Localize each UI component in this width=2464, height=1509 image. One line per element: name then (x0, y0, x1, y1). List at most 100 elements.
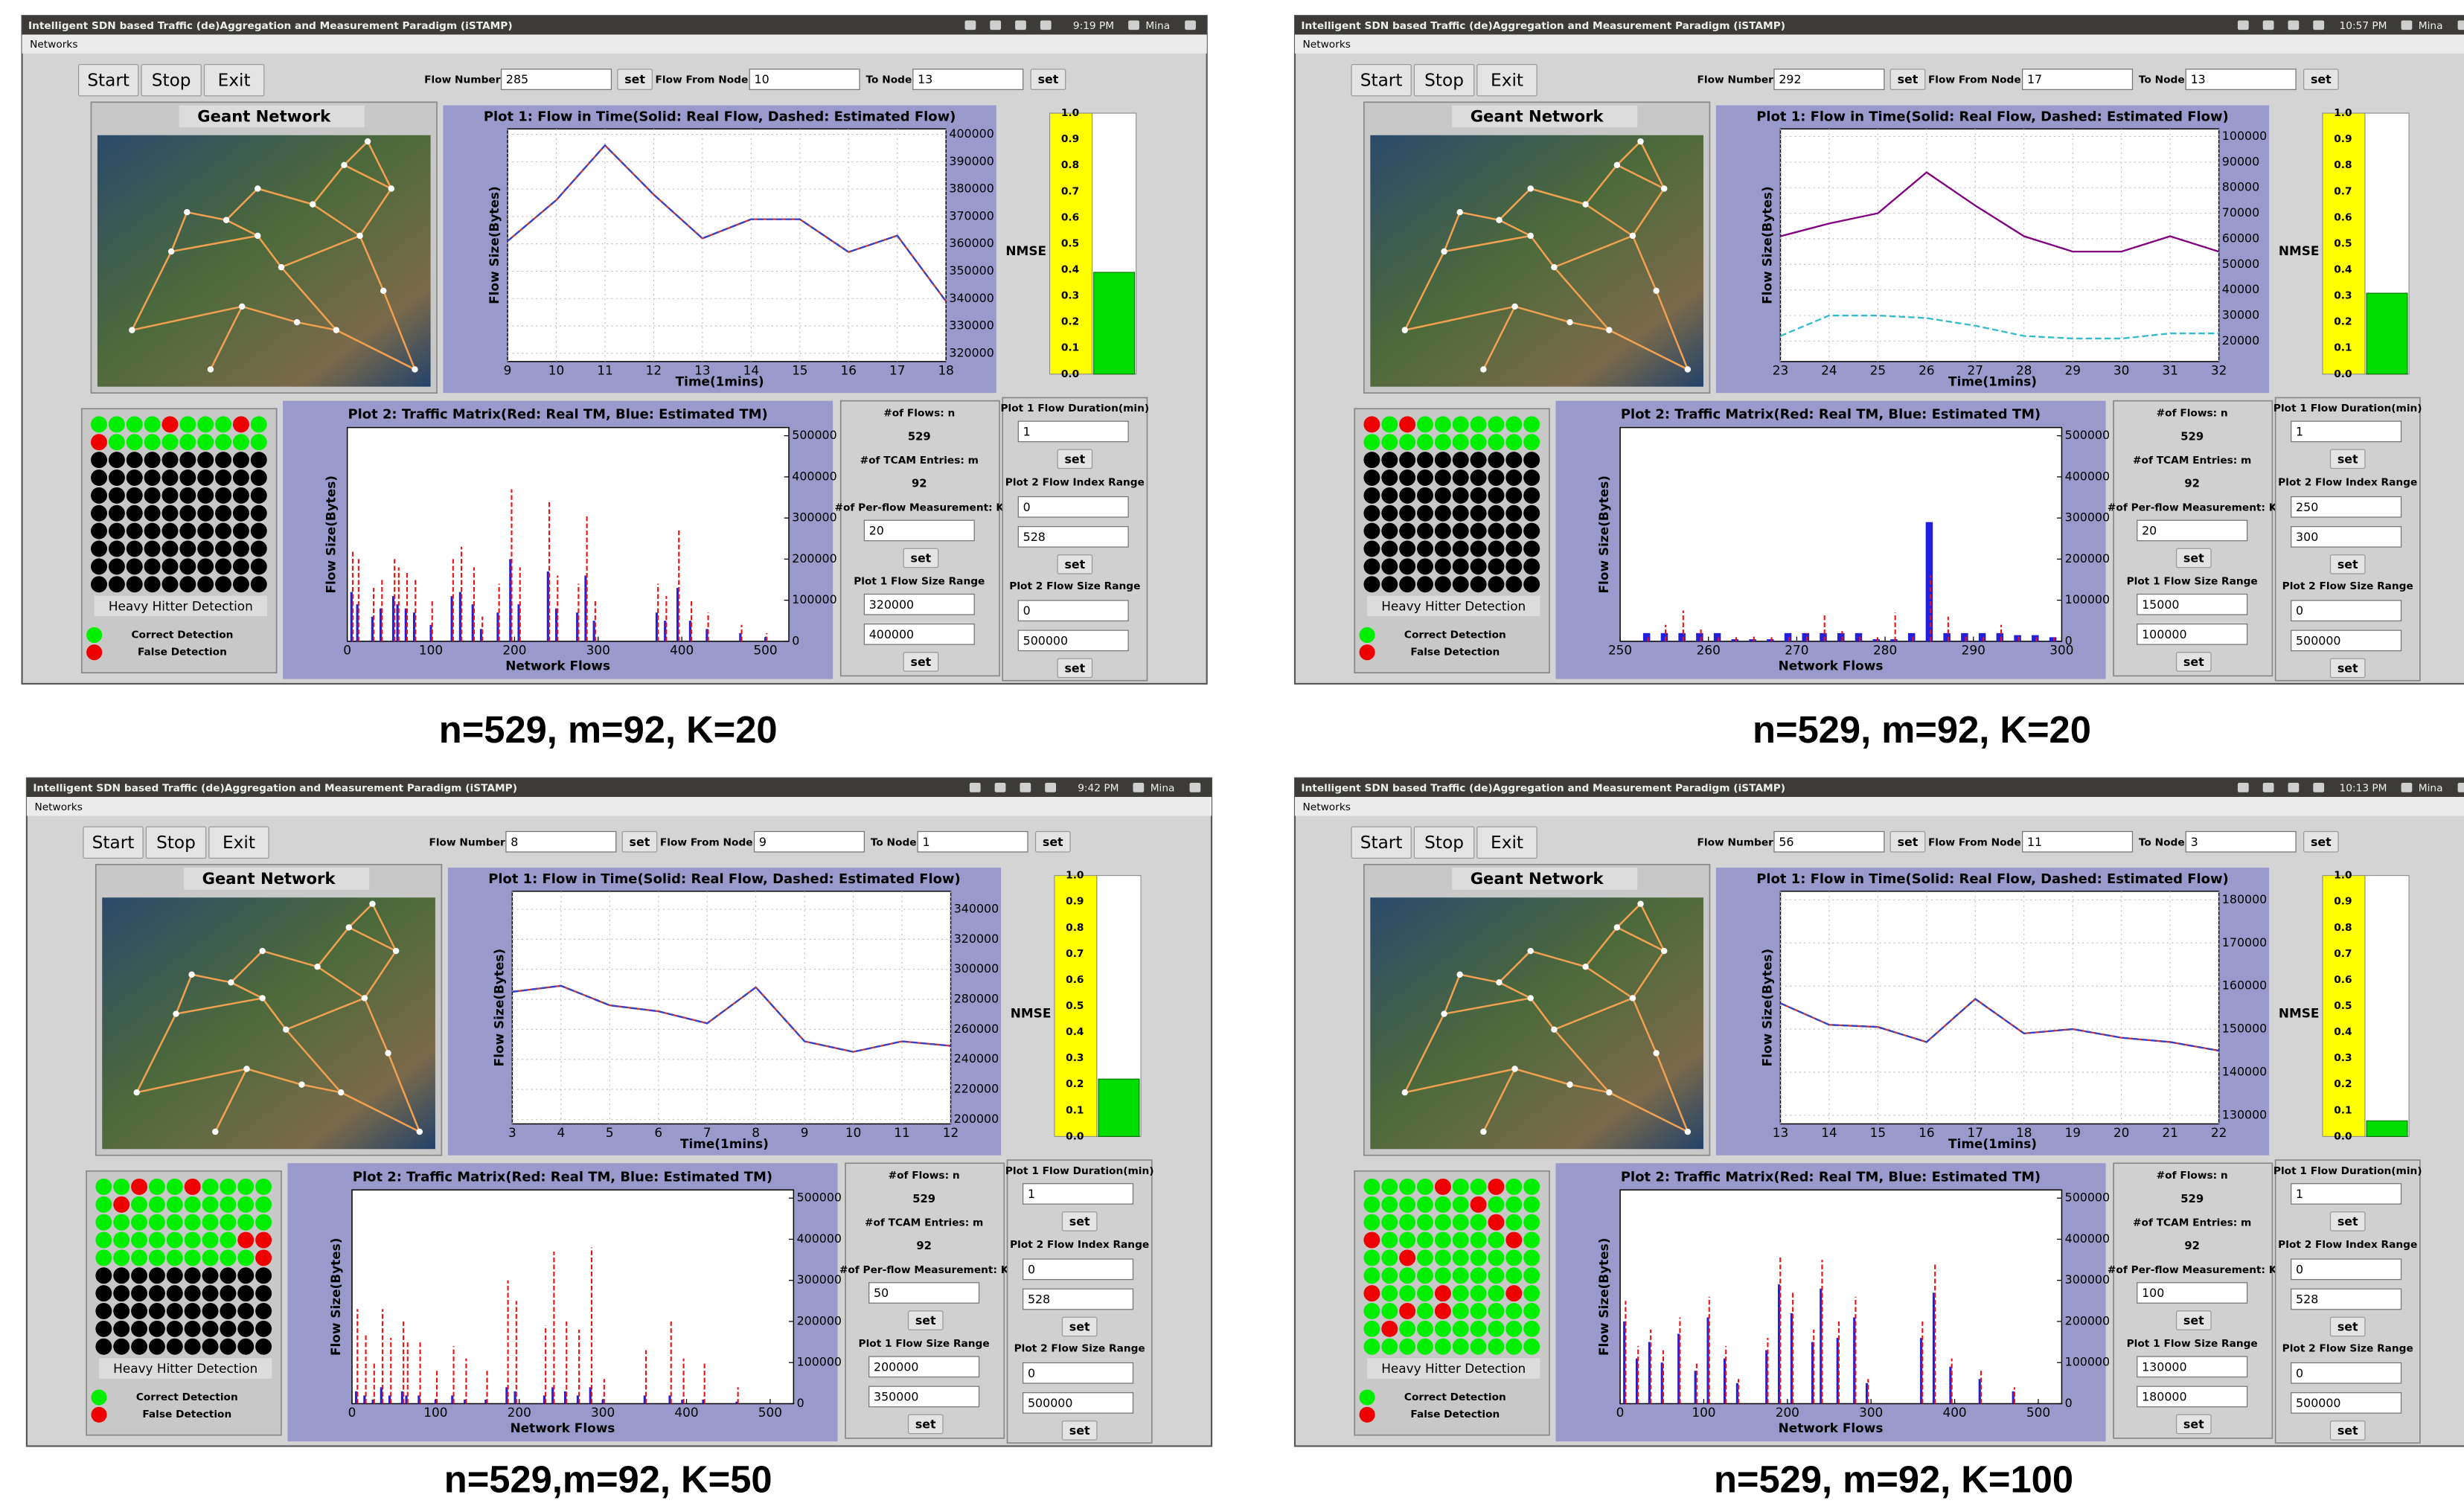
detection-dot (1488, 558, 1504, 574)
text-input[interactable]: 0 (2291, 1259, 2401, 1279)
button[interactable]: set (2331, 449, 2365, 468)
text-input[interactable]: 528 (1023, 1289, 1133, 1309)
text-input[interactable]: 500000 (1023, 1393, 1133, 1413)
button[interactable]: set (1890, 69, 1924, 89)
button[interactable]: set (2177, 548, 2211, 567)
text-input[interactable]: 320000 (864, 595, 974, 615)
button[interactable]: Start (83, 827, 143, 858)
button[interactable]: set (1057, 449, 1092, 468)
button[interactable]: Stop (1414, 65, 1473, 96)
detection-dot (1381, 505, 1398, 522)
button[interactable]: Exit (1477, 65, 1537, 96)
text-input[interactable]: 0 (1023, 1259, 1133, 1279)
detection-dot (131, 1179, 147, 1195)
menu-item[interactable]: Networks (30, 39, 77, 51)
text-input[interactable]: 300 (2291, 527, 2401, 547)
text-input[interactable]: 8 (506, 832, 616, 852)
text-input[interactable]: 15000 (2137, 595, 2247, 615)
text-input[interactable]: 500000 (1018, 630, 1128, 650)
text-input[interactable]: 1 (2291, 1184, 2401, 1204)
text-input[interactable]: 350000 (869, 1386, 979, 1406)
button[interactable]: set (2177, 1311, 2211, 1330)
button[interactable]: Exit (1477, 827, 1537, 858)
button-label: set (2183, 1313, 2204, 1327)
button[interactable]: Stop (141, 65, 201, 96)
text-input[interactable]: 0 (1023, 1363, 1133, 1383)
text-input[interactable]: 13 (913, 69, 1023, 89)
text-input[interactable]: 1 (2291, 421, 2401, 441)
button[interactable]: set (2177, 1415, 2211, 1433)
text-input[interactable]: 250 (2291, 497, 2401, 517)
text-input[interactable]: 3 (2186, 832, 2296, 852)
text-input[interactable]: 292 (1774, 69, 1884, 89)
text-input[interactable]: 180000 (2137, 1386, 2247, 1406)
text-input[interactable]: 1 (1018, 421, 1128, 441)
button[interactable]: Stop (1414, 827, 1473, 858)
button[interactable]: set (1062, 1212, 1096, 1231)
text-input[interactable]: 10 (749, 69, 860, 89)
button[interactable]: Start (79, 65, 138, 96)
text-input[interactable]: 0 (1018, 497, 1128, 517)
text-input[interactable]: 528 (2291, 1289, 2401, 1309)
button[interactable]: set (1031, 69, 1065, 89)
detection-dot (220, 1249, 236, 1266)
button[interactable]: set (2304, 69, 2338, 89)
button[interactable]: Exit (209, 827, 269, 858)
text-input[interactable]: 13 (2186, 69, 2296, 89)
button[interactable]: set (622, 832, 656, 852)
text-input[interactable]: 500000 (2291, 630, 2401, 650)
button[interactable]: set (2177, 653, 2211, 671)
button[interactable]: Start (1351, 65, 1411, 96)
text-input[interactable]: 9 (755, 832, 865, 852)
text-input[interactable]: 20 (864, 520, 974, 540)
button[interactable]: set (618, 69, 652, 89)
button[interactable]: set (909, 1311, 943, 1330)
button[interactable]: set (2331, 659, 2365, 677)
button[interactable]: set (903, 548, 938, 567)
text-input[interactable]: 528 (1018, 527, 1128, 547)
menu-item[interactable]: Networks (34, 801, 82, 813)
text-input[interactable]: 500000 (2291, 1393, 2401, 1413)
text-input[interactable]: 130000 (2137, 1356, 2247, 1377)
button[interactable]: Start (1351, 827, 1411, 858)
text-input[interactable]: 1 (918, 832, 1028, 852)
text-input[interactable]: 200000 (869, 1356, 979, 1377)
text-input[interactable]: 50 (869, 1283, 979, 1303)
text-input[interactable]: 0 (2291, 600, 2401, 621)
param-label: Plot 2 Flow Size Range (1009, 580, 1140, 592)
menu-item[interactable]: Networks (1303, 801, 1351, 813)
button[interactable]: set (2331, 1212, 2365, 1231)
text-input[interactable]: 11 (2023, 832, 2133, 852)
button[interactable]: Exit (205, 65, 264, 96)
button[interactable]: set (1036, 832, 1070, 852)
button[interactable]: set (1062, 1317, 1096, 1336)
input-value: 11 (2027, 835, 2042, 849)
x-tick-label: 30 (2113, 363, 2129, 378)
button[interactable]: set (2304, 832, 2338, 852)
text-input[interactable]: 100000 (2137, 624, 2247, 644)
button[interactable]: set (2331, 555, 2365, 574)
button[interactable]: Stop (146, 827, 205, 858)
text-input[interactable]: 285 (502, 69, 612, 89)
detection-dot (237, 1196, 254, 1213)
button[interactable]: set (1890, 832, 1924, 852)
menu-item[interactable]: Networks (1303, 39, 1351, 51)
button[interactable]: set (909, 1415, 943, 1433)
text-input[interactable]: 0 (2291, 1363, 2401, 1383)
text-input[interactable]: 100 (2137, 1283, 2247, 1303)
text-input[interactable]: 20 (2137, 520, 2247, 540)
button[interactable]: set (1057, 555, 1092, 574)
text-input[interactable]: 400000 (864, 624, 974, 644)
button[interactable]: set (2331, 1421, 2365, 1440)
text-input[interactable]: 56 (1774, 832, 1884, 852)
text-input[interactable]: 0 (1018, 600, 1128, 621)
field-label: To Node (871, 836, 917, 848)
text-input[interactable]: 1 (1023, 1184, 1133, 1204)
button[interactable]: set (2331, 1317, 2365, 1336)
button[interactable]: set (903, 653, 938, 671)
detection-dot (215, 487, 231, 504)
button-label: Start (1360, 70, 1403, 90)
button[interactable]: set (1057, 659, 1092, 677)
text-input[interactable]: 17 (2023, 69, 2133, 89)
button[interactable]: set (1062, 1421, 1096, 1440)
